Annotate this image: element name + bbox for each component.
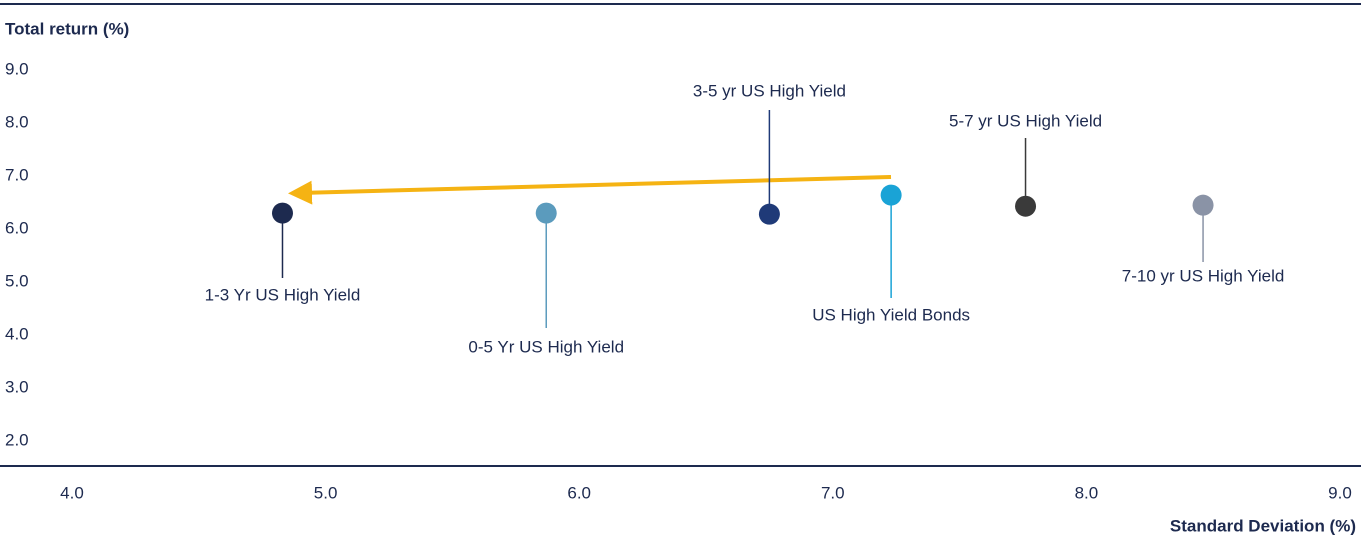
y-axis-title: Total return (%): [5, 19, 129, 38]
x-tick-label: 4.0: [60, 483, 84, 502]
x-tick-label: 8.0: [1075, 483, 1099, 502]
y-tick-label: 7.0: [5, 165, 29, 184]
y-tick-label: 6.0: [5, 218, 29, 237]
y-tick-label: 8.0: [5, 112, 29, 131]
point: [880, 184, 902, 206]
point-label: 0-5 Yr US High Yield: [468, 337, 624, 356]
y-tick-label: 3.0: [5, 377, 29, 396]
y-tick-label: 5.0: [5, 271, 29, 290]
x-tick-label: 6.0: [567, 483, 591, 502]
y-tick-label: 2.0: [5, 430, 29, 449]
x-tick-label: 9.0: [1328, 483, 1352, 502]
point-label: 1-3 Yr US High Yield: [205, 285, 361, 304]
y-tick-label: 9.0: [5, 59, 29, 78]
point: [535, 202, 557, 224]
point: [271, 202, 293, 224]
point-label: 5-7 yr US High Yield: [949, 111, 1102, 130]
point-label: 7-10 yr US High Yield: [1122, 266, 1285, 285]
x-tick-label: 7.0: [821, 483, 845, 502]
x-axis-title: Standard Deviation (%): [1170, 516, 1356, 535]
point-label: US High Yield Bonds: [812, 305, 970, 324]
point-label: 3-5 yr US High Yield: [693, 81, 846, 100]
x-tick-label: 5.0: [314, 483, 338, 502]
annotation-arrow: [288, 175, 892, 205]
point: [1192, 194, 1214, 216]
point: [758, 203, 780, 225]
point: [1015, 195, 1037, 217]
y-tick-label: 4.0: [5, 324, 29, 343]
